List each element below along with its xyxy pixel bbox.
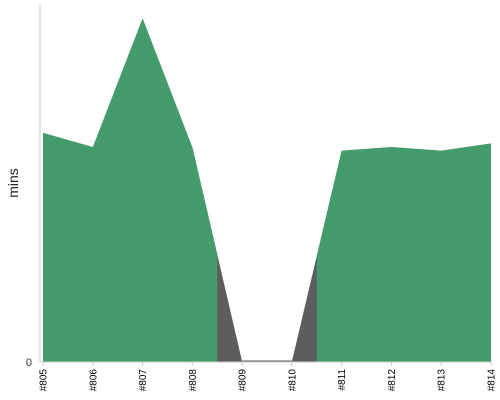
y-tick-label: 0 [26,357,32,369]
y-axis-label: mins [5,168,21,198]
x-tick-label: #813 [437,369,448,392]
x-tick-label: #812 [387,369,398,392]
x-axis-ticks: #805 #806 #807 #808 #809 #810 #811 #812 #813 #814 [39,362,498,391]
x-tick-label: #811 [337,369,348,391]
success-area [43,18,218,362]
x-tick-label: #806 [88,369,99,392]
plot-area [43,18,491,362]
x-tick-label: #805 [39,369,50,392]
x-tick-label: #808 [188,369,199,392]
x-tick-label: #807 [138,369,149,392]
x-tick-label: #809 [238,369,249,392]
success-area [316,143,491,362]
x-tick-label: #814 [487,369,498,392]
x-tick-label: #810 [287,369,298,392]
